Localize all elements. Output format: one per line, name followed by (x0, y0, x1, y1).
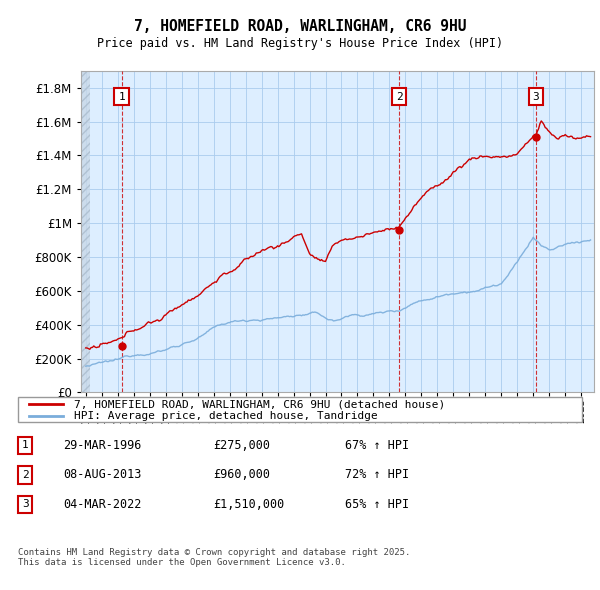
Text: 67% ↑ HPI: 67% ↑ HPI (345, 439, 409, 452)
Text: 3: 3 (533, 91, 539, 101)
Text: 3: 3 (22, 500, 29, 509)
Text: 7, HOMEFIELD ROAD, WARLINGHAM, CR6 9HU: 7, HOMEFIELD ROAD, WARLINGHAM, CR6 9HU (134, 19, 466, 34)
Text: 2: 2 (395, 91, 403, 101)
Text: £960,000: £960,000 (213, 468, 270, 481)
Text: £1,510,000: £1,510,000 (213, 498, 284, 511)
Text: Contains HM Land Registry data © Crown copyright and database right 2025.
This d: Contains HM Land Registry data © Crown c… (18, 548, 410, 567)
Text: 72% ↑ HPI: 72% ↑ HPI (345, 468, 409, 481)
Text: HPI: Average price, detached house, Tandridge: HPI: Average price, detached house, Tand… (74, 411, 378, 421)
Text: 1: 1 (118, 91, 125, 101)
Text: 1: 1 (22, 441, 29, 450)
Text: 08-AUG-2013: 08-AUG-2013 (63, 468, 142, 481)
Text: Price paid vs. HM Land Registry's House Price Index (HPI): Price paid vs. HM Land Registry's House … (97, 37, 503, 50)
Text: 29-MAR-1996: 29-MAR-1996 (63, 439, 142, 452)
Text: £275,000: £275,000 (213, 439, 270, 452)
Text: 65% ↑ HPI: 65% ↑ HPI (345, 498, 409, 511)
Text: 2: 2 (22, 470, 29, 480)
Text: 04-MAR-2022: 04-MAR-2022 (63, 498, 142, 511)
FancyBboxPatch shape (18, 397, 582, 422)
Text: 7, HOMEFIELD ROAD, WARLINGHAM, CR6 9HU (detached house): 7, HOMEFIELD ROAD, WARLINGHAM, CR6 9HU (… (74, 399, 446, 409)
